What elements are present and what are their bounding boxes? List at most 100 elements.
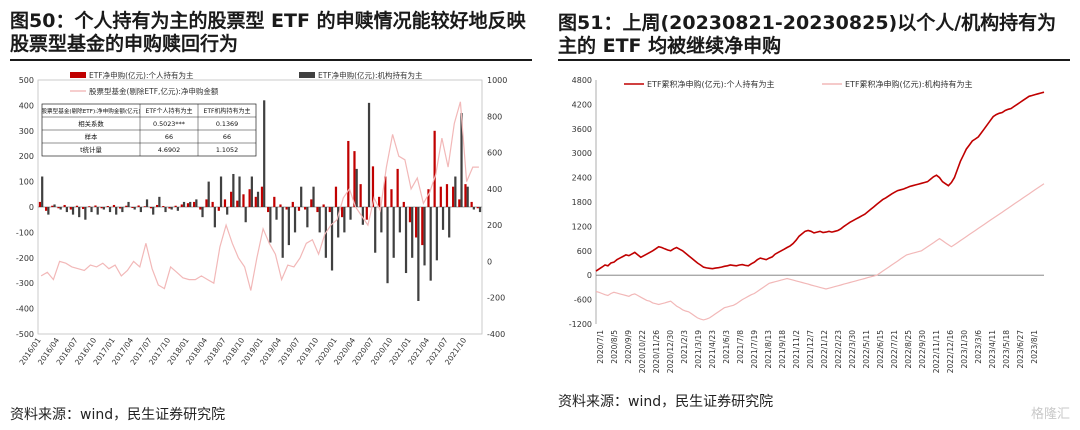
line-cumulative-individual	[595, 91, 1045, 272]
bar-individual	[273, 196, 276, 207]
x-tick-label: 2022/9/30	[918, 330, 927, 369]
bar-institutional	[349, 207, 352, 220]
x-tick-label: 2023/4/11	[988, 330, 997, 369]
bar-institutional	[170, 207, 173, 210]
x-tick-label: 2021/12/7	[806, 330, 815, 369]
x-tick-label: 2021/11/2	[792, 330, 801, 369]
y-tick-label: 4800	[572, 76, 592, 85]
bar-institutional	[152, 207, 155, 215]
y-left-tick-label: -100	[16, 228, 34, 237]
bar-institutional	[269, 207, 272, 243]
bar-individual	[211, 201, 214, 207]
bar-institutional	[41, 176, 44, 207]
bar-individual	[186, 203, 190, 207]
bar-individual	[291, 201, 294, 207]
x-tick-label: 2021/4/23	[708, 330, 717, 369]
watermark-logo: 格隆汇	[1030, 407, 1070, 422]
bar-institutional	[466, 186, 469, 207]
right-chart: -1200 -600 0 600 1200 1800 2400 3000 3600 4200 480…	[569, 76, 1045, 373]
inset-table-header: 股票型基金(剔除ETF):净申购金额(亿元)	[41, 107, 140, 115]
inset-table-cell: 0.1369	[216, 120, 238, 128]
y-right-tick-label: 200	[487, 221, 502, 230]
inset-table-cell: 0.5023***	[153, 120, 185, 128]
x-tick-label: 2022/1/12	[820, 330, 829, 369]
bar-institutional	[404, 207, 408, 274]
bar-individual	[51, 205, 54, 207]
bar-individual	[199, 207, 202, 210]
y-tick-label: 1200	[572, 222, 592, 231]
bar-institutional	[306, 207, 309, 228]
y-left-tick-label: 100	[19, 178, 34, 187]
bar-institutional	[386, 207, 389, 284]
bar-individual	[421, 207, 424, 246]
bar-institutional	[337, 207, 340, 238]
bar-institutional	[392, 207, 395, 258]
bar-individual	[223, 199, 227, 207]
bar-individual	[341, 207, 344, 218]
bar-institutional	[448, 207, 451, 238]
x-tick-label: 2020/11/26	[652, 330, 661, 373]
bar-institutional	[281, 207, 284, 258]
inset-table-cell: 样本	[85, 132, 98, 141]
line-stock-fund-net-subscription	[40, 101, 479, 291]
inset-table-cell: 相关系数	[78, 119, 104, 128]
bar-individual	[260, 186, 264, 207]
y-tick-label: 0	[587, 271, 592, 280]
bar-institutional	[232, 173, 235, 207]
bar-individual	[75, 205, 79, 207]
bar-individual	[125, 205, 128, 207]
legend-label-individual: ETF净申购(亿元):个人持有为主	[89, 70, 194, 80]
y-tick-label: 4200	[572, 100, 592, 109]
bar-individual	[162, 205, 165, 207]
bar-individual	[205, 199, 208, 207]
bar-individual	[470, 201, 473, 207]
legend-swatch-individual	[70, 72, 86, 78]
legend-swatch-institutional	[299, 72, 315, 78]
x-tick-label: 2022/7/21	[890, 330, 899, 369]
y-left-tick-label: -200	[16, 254, 34, 263]
y-left-tick-label: 300	[19, 127, 34, 136]
inset-table-header: ETF机构持有为主	[204, 107, 251, 115]
bar-individual	[137, 205, 140, 207]
bar-individual	[316, 207, 319, 213]
bar-individual	[304, 207, 307, 210]
bar-individual	[328, 207, 331, 213]
x-tick-label: 2020/8/5	[610, 330, 619, 364]
bar-institutional	[263, 100, 266, 207]
bar-institutional	[435, 207, 438, 261]
bar-individual	[334, 186, 338, 207]
bar-institutional	[472, 207, 475, 210]
bar-individual	[452, 186, 455, 207]
bar-institutional	[108, 207, 112, 213]
y-right-tick-label: 600	[487, 149, 502, 158]
bar-institutional	[244, 207, 247, 223]
bar-institutional	[59, 207, 62, 210]
x-tick-label: 2023/6/27	[1016, 330, 1025, 369]
y-right-tick-label: -200	[487, 294, 505, 303]
bar-institutional	[201, 207, 204, 218]
x-tick-label: 2021/2/3	[680, 330, 689, 364]
y-right-tick-label: 400	[487, 185, 502, 194]
bar-individual	[322, 204, 325, 207]
x-tick-label: 2022/8/25	[904, 330, 913, 369]
bar-institutional	[133, 207, 136, 210]
bar-institutional	[226, 207, 229, 215]
bar-institutional	[293, 207, 297, 233]
bar-individual	[254, 196, 257, 207]
x-tick-label: 2022/6/15	[876, 330, 885, 369]
bar-institutional	[189, 201, 192, 207]
bar-individual	[168, 207, 171, 209]
left-source-note: 资料来源：wind，民生证券研究院	[10, 407, 226, 423]
y-tick-label: 1800	[572, 198, 592, 207]
bar-individual	[143, 206, 146, 207]
bar-institutional	[238, 176, 241, 207]
bar-individual	[88, 206, 91, 207]
y-right-tick-label: 1000	[487, 76, 507, 85]
y-tick-label: 600	[577, 247, 592, 256]
x-tick-label: 2021/7/8	[736, 330, 745, 364]
x-tick-label: 2022/11/11	[932, 330, 941, 373]
bar-individual	[217, 207, 220, 211]
bar-individual	[100, 207, 103, 209]
bar-individual	[112, 204, 116, 207]
bar-individual	[180, 204, 183, 207]
